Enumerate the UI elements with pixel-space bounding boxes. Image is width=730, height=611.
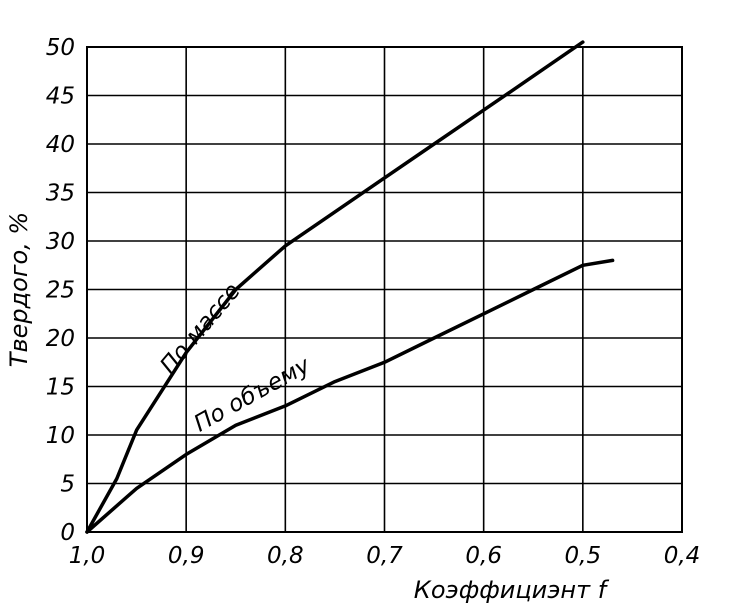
y-tick-label: 20 (46, 326, 75, 352)
y-tick-label: 30 (46, 229, 75, 255)
x-tick-labels: 1,0 0,9 0,8 0,7 0,6 0,5 0,4 (69, 543, 701, 569)
x-tick-label: 0,9 (168, 543, 205, 569)
x-tick-label: 1,0 (69, 543, 106, 569)
x-tick-label: 0,8 (267, 543, 304, 569)
y-tick-label: 40 (46, 132, 75, 158)
x-tick-label: 0,4 (664, 543, 701, 569)
y-tick-label: 35 (46, 181, 75, 207)
series-label-mass: По массе (155, 278, 245, 379)
x-tick-label: 0,6 (465, 543, 502, 569)
x-axis-title: Коэффициэнт f (414, 576, 610, 604)
y-tick-label: 5 (60, 472, 75, 498)
x-tick-label: 0,5 (565, 543, 602, 569)
y-tick-labels: 0 5 10 15 20 25 30 35 40 45 50 (46, 35, 75, 546)
y-tick-label: 45 (46, 84, 75, 110)
plot-frame (86, 46, 683, 533)
y-axis-title: Твердого, % (5, 212, 33, 367)
y-tick-label: 15 (46, 375, 75, 401)
series-line-volume (85, 258, 615, 534)
y-tick-label: 10 (46, 423, 75, 449)
y-tick-label: 0 (60, 520, 75, 546)
y-tick-label: 50 (46, 35, 75, 61)
series-line-mass (85, 40, 585, 534)
x-tick-label: 0,7 (366, 543, 403, 569)
series-lines (85, 40, 615, 534)
y-tick-label: 25 (46, 278, 75, 304)
series-label-volume: По объему (190, 352, 315, 437)
